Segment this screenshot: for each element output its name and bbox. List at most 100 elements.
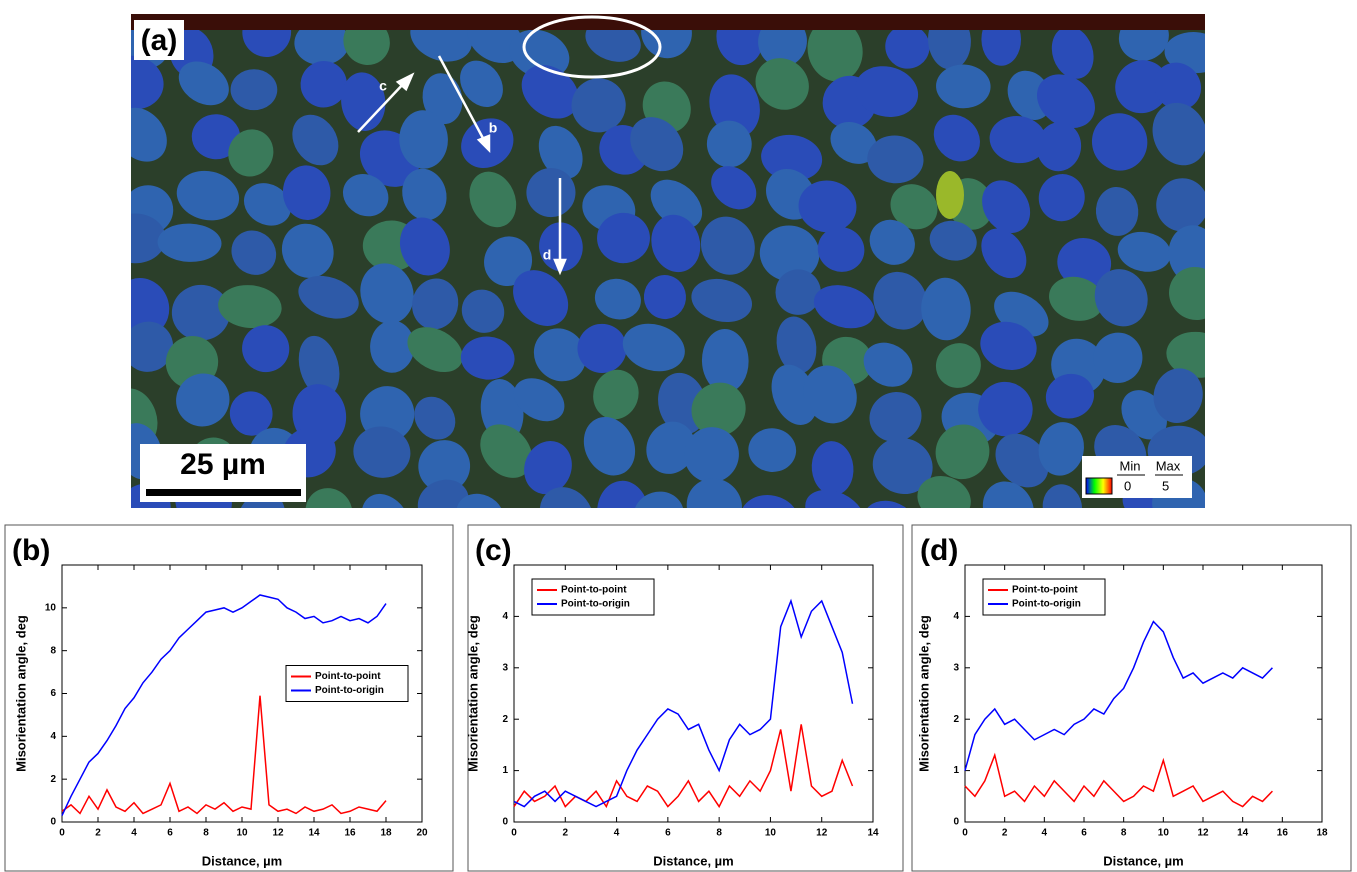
panel-label-box <box>134 20 184 60</box>
grain <box>1042 484 1083 508</box>
grain <box>1153 62 1202 110</box>
grain <box>872 437 933 495</box>
x-tick-label: 16 <box>344 828 356 839</box>
grain <box>361 493 412 508</box>
grain <box>456 493 504 508</box>
grain <box>1164 32 1205 74</box>
y-tick-label: 4 <box>50 731 56 742</box>
grain <box>229 391 273 436</box>
y-axis-label: Misorientation angle, deg <box>13 615 28 772</box>
grain <box>521 65 579 119</box>
grain <box>513 270 569 326</box>
x-tick-label: 4 <box>1042 828 1048 839</box>
panel-label: (d) <box>920 534 958 567</box>
grain <box>484 236 533 287</box>
grain <box>980 321 1037 370</box>
legend-label: Point-to-origin <box>1012 599 1081 610</box>
grain <box>936 171 964 219</box>
plot-frame <box>513 564 874 823</box>
data-line <box>513 598 854 808</box>
y-tick-label: 6 <box>50 688 56 699</box>
grain <box>982 481 1034 508</box>
y-tick-label: 2 <box>50 774 56 785</box>
x-tick-label: 8 <box>1121 828 1127 839</box>
grain <box>305 488 353 508</box>
y-tick-label: 3 <box>502 662 508 673</box>
legend-label: Point-to-point <box>561 585 627 596</box>
grain <box>231 230 277 275</box>
grain <box>539 487 594 508</box>
grain <box>131 55 164 110</box>
grain <box>131 107 167 162</box>
colorbar <box>1085 477 1113 495</box>
y-tick-label: 2 <box>502 714 508 725</box>
x-tick-label: 10 <box>1158 828 1170 839</box>
grain <box>867 135 924 184</box>
grain <box>651 214 701 273</box>
y-tick-label: 4 <box>953 611 959 622</box>
x-tick-label: 14 <box>308 828 320 839</box>
arrow <box>437 55 487 143</box>
grain <box>461 289 505 333</box>
x-tick-label: 6 <box>665 828 671 839</box>
grain <box>917 476 971 508</box>
y-axis-label: Misorientation angle, deg <box>465 615 480 772</box>
y-tick-label: 1 <box>953 765 959 776</box>
colorbar-min: 0 <box>1124 478 1131 493</box>
grain <box>622 323 685 372</box>
grain <box>1166 331 1205 378</box>
y-tick-label: 4 <box>502 611 508 622</box>
grain <box>711 166 757 210</box>
grain <box>1036 74 1095 129</box>
grain <box>935 424 990 480</box>
arrow-head <box>553 258 567 276</box>
y-tick-label: 0 <box>50 817 56 828</box>
grain <box>1095 186 1139 236</box>
grain <box>1045 373 1095 419</box>
scale-bar-label: 25 µm <box>180 448 266 481</box>
grain <box>191 114 241 160</box>
x-tick-label: 2 <box>95 828 101 839</box>
grain <box>921 277 971 341</box>
grain <box>817 227 865 272</box>
grain <box>807 18 863 82</box>
grain <box>594 278 641 320</box>
data-line <box>61 695 387 815</box>
grain <box>131 321 174 372</box>
grain <box>597 480 649 508</box>
grain <box>597 212 650 264</box>
grain <box>759 225 820 282</box>
grain <box>571 78 626 133</box>
panel-label: (b) <box>12 534 50 567</box>
grain <box>1093 332 1143 384</box>
grain <box>242 325 290 373</box>
y-tick-label: 3 <box>953 662 959 673</box>
grain <box>684 427 739 483</box>
grain <box>855 66 919 117</box>
colorbar-max: 5 <box>1162 478 1169 493</box>
panel-label: (a) <box>141 24 178 57</box>
x-tick-label: 14 <box>867 828 879 839</box>
x-tick-label: 14 <box>1237 828 1249 839</box>
grain <box>370 320 415 373</box>
grain <box>1117 231 1171 272</box>
x-tick-label: 18 <box>380 828 392 839</box>
grain <box>281 223 334 279</box>
grain <box>1091 113 1148 171</box>
grain <box>577 323 627 373</box>
grain <box>360 263 414 324</box>
grain <box>982 180 1031 233</box>
grain <box>650 179 703 229</box>
x-tick-label: 18 <box>1316 828 1328 839</box>
grain <box>775 269 821 315</box>
grain <box>298 275 359 319</box>
grain <box>460 336 515 380</box>
grain <box>469 171 517 228</box>
grain <box>630 117 684 172</box>
grain <box>1115 60 1169 114</box>
grain <box>646 421 695 474</box>
grain <box>989 116 1047 164</box>
grain <box>978 381 1033 437</box>
grain <box>171 284 230 341</box>
x-tick-label: 8 <box>203 828 209 839</box>
